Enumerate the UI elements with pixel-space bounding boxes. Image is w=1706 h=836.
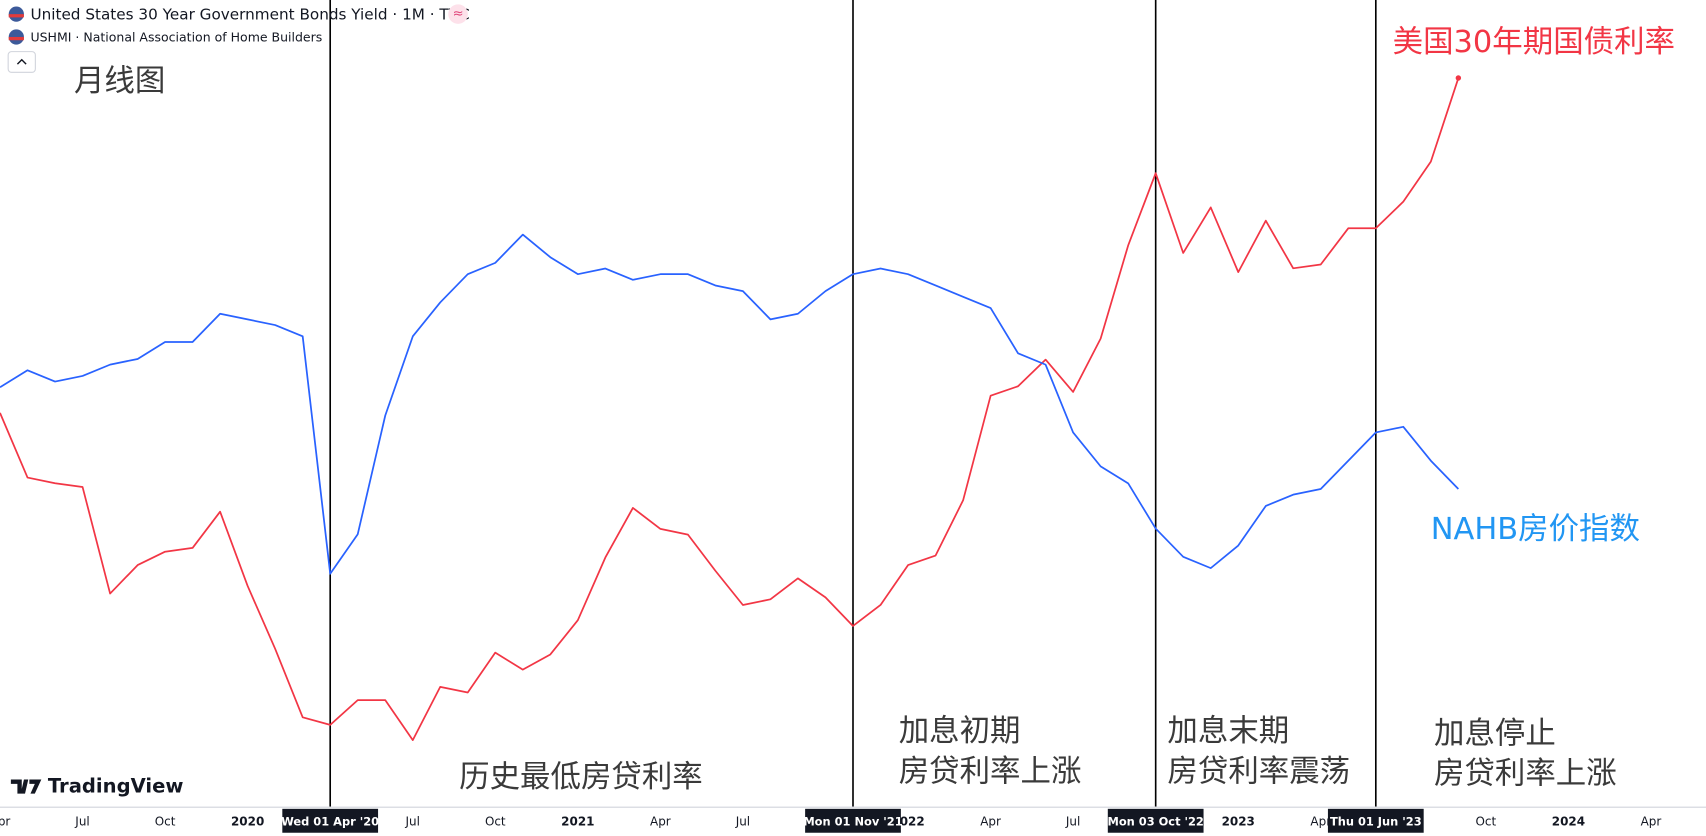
series-line [0, 233, 1459, 575]
marker-label-bg [282, 808, 379, 833]
x-tick-label: Jul [405, 814, 420, 828]
collapse-icon [16, 58, 27, 65]
annotation: 历史最低房贷利率 [459, 760, 703, 795]
annotation: 房贷利率上涨 [899, 754, 1082, 789]
x-tick-label: Apr [1310, 814, 1331, 828]
x-tick-label: Apr [650, 814, 671, 828]
x-tick-label: Oct [485, 814, 506, 828]
marker-label: Thu 01 Jun '23 [1330, 814, 1422, 828]
x-tick-label: Apr [980, 814, 1001, 828]
x-tick-label: Oct [1476, 814, 1497, 828]
x-tick-label: Apr [1641, 814, 1662, 828]
x-tick-label: Apr [0, 814, 10, 828]
annotation: 加息停止 [1434, 716, 1556, 751]
logo-icon [10, 779, 42, 794]
last-point [1455, 75, 1462, 81]
flag-stripe [8, 14, 24, 18]
marker-label: Mon 03 Oct '22 [1107, 814, 1203, 828]
annotation: 加息初期 [899, 714, 1021, 749]
marker-label: Mon 01 Nov '21 [803, 814, 902, 828]
plot-area [0, 0, 1462, 807]
x-tick-label: 2024 [1552, 814, 1585, 828]
x-tick-label: 2023 [1222, 814, 1255, 828]
badge-bg [448, 4, 468, 24]
watermark: TradingView [48, 775, 184, 798]
annotation: 加息末期 [1167, 714, 1289, 749]
chart-subtitle: USHMI · National Association of Home Bui… [30, 30, 322, 45]
x-tick-label: Jul [735, 814, 750, 828]
flag-stripe [8, 36, 24, 41]
annotation: 月线图 [74, 64, 165, 99]
x-tick-label: Jul [1065, 814, 1080, 828]
annotation: 房贷利率震荡 [1167, 754, 1350, 789]
marker-label-bg [1107, 808, 1204, 833]
x-tick-label: 2021 [561, 814, 594, 828]
x-axis: AprJulOct2020JulOct2021AprJul2022AprJul2… [0, 808, 1662, 833]
annotation: 房贷利率上涨 [1434, 757, 1617, 792]
marker-label-bg [1327, 808, 1424, 833]
x-tick-label: 2020 [231, 814, 264, 828]
series-line [0, 77, 1460, 741]
marker-label-bg [805, 808, 901, 833]
badge: ≈ [453, 7, 464, 22]
marker-label: Wed 01 Apr '20 [281, 814, 379, 828]
chart-title: United States 30 Year Government Bonds Y… [30, 6, 469, 24]
x-tick-label: Oct [155, 814, 176, 828]
legend-label: NAHB房价指数 [1431, 512, 1640, 547]
x-tick-label: Jul [74, 814, 89, 828]
collapse-button[interactable] [7, 51, 36, 73]
legend-label: 美国30年期国债利率 [1393, 25, 1675, 60]
